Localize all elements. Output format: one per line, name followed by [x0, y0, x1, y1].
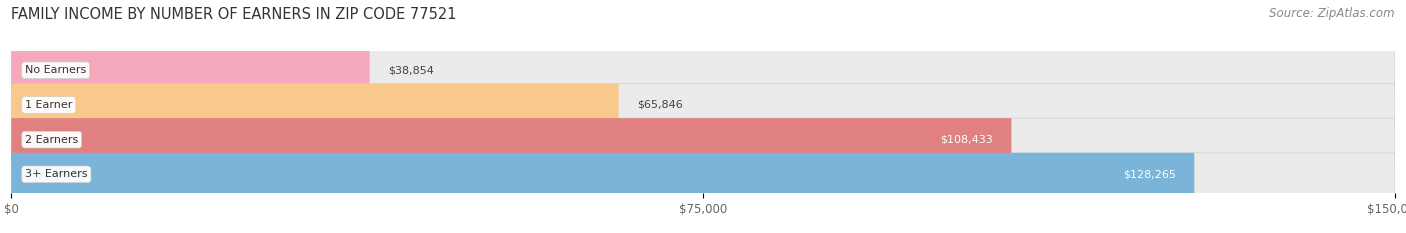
FancyBboxPatch shape — [11, 118, 1011, 161]
Text: Source: ZipAtlas.com: Source: ZipAtlas.com — [1270, 7, 1395, 20]
Text: $108,433: $108,433 — [941, 135, 993, 145]
Text: No Earners: No Earners — [25, 65, 86, 75]
Text: 3+ Earners: 3+ Earners — [25, 169, 87, 179]
Text: FAMILY INCOME BY NUMBER OF EARNERS IN ZIP CODE 77521: FAMILY INCOME BY NUMBER OF EARNERS IN ZI… — [11, 7, 457, 22]
Text: $38,854: $38,854 — [388, 65, 434, 75]
FancyBboxPatch shape — [11, 153, 1395, 196]
FancyBboxPatch shape — [11, 49, 1395, 92]
FancyBboxPatch shape — [11, 83, 619, 127]
Text: $128,265: $128,265 — [1123, 169, 1175, 179]
FancyBboxPatch shape — [11, 118, 1395, 161]
FancyBboxPatch shape — [11, 153, 1194, 196]
Text: 2 Earners: 2 Earners — [25, 135, 79, 145]
FancyBboxPatch shape — [11, 83, 1395, 127]
FancyBboxPatch shape — [11, 49, 370, 92]
Text: 1 Earner: 1 Earner — [25, 100, 73, 110]
Text: $65,846: $65,846 — [637, 100, 683, 110]
